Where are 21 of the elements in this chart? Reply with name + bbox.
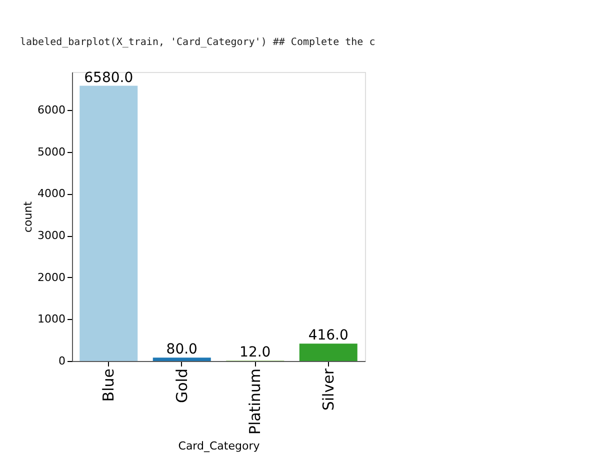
text: labeled_barplot(X_train, 'Card_Category') ## Complete the c (20, 37, 376, 48)
y-tick-label: 0 (58, 354, 66, 368)
data-label: 416.0 (308, 328, 348, 344)
x-tick-label: Blue (100, 368, 118, 402)
x-tick-label: Platinum (246, 368, 264, 435)
data-label: 80.0 (166, 342, 198, 358)
y-tick-label: 3000 (38, 229, 66, 242)
data-label: 12.0 (240, 344, 271, 360)
y-tick-label: 6000 (38, 104, 66, 117)
bar (80, 86, 138, 361)
y-tick-label: 2000 (38, 270, 66, 284)
y-axis-title: count (22, 200, 35, 233)
x-tick-label: Gold (172, 368, 191, 403)
x-axis-title: Card_Category (178, 440, 260, 453)
x-tick-label: Silver (319, 368, 338, 411)
y-tick-label: 1000 (38, 312, 66, 326)
bar (299, 344, 358, 361)
bar (152, 358, 211, 361)
data-label: 6580.0 (84, 70, 134, 86)
y-tick-label: 4000 (38, 187, 66, 200)
y-tick-label: 5000 (38, 145, 66, 158)
